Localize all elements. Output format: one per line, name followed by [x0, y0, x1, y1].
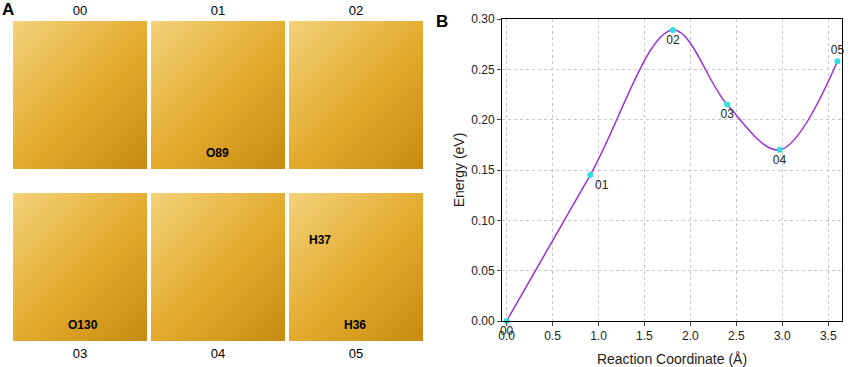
- svg-text:Reaction Coordinate (Å): Reaction Coordinate (Å): [597, 351, 747, 367]
- svg-text:0.15: 0.15: [471, 163, 495, 177]
- html-text:H37: H37: [309, 233, 331, 247]
- html-text:00: 00: [72, 3, 88, 18]
- html-text:H36: H36: [344, 318, 366, 332]
- svg-text:2.0: 2.0: [682, 329, 699, 343]
- svg-text:3.5: 3.5: [820, 329, 837, 343]
- html-text:A: A: [2, 0, 15, 19]
- html-text:O130: O130: [68, 318, 98, 332]
- svg-text:02: 02: [666, 33, 680, 47]
- svg-text:0.0: 0.0: [498, 329, 515, 343]
- svg-text:0.00: 0.00: [471, 314, 495, 328]
- svg-text:1.5: 1.5: [636, 329, 653, 343]
- html-text:03: 03: [72, 346, 88, 361]
- html-text:01: 01: [210, 3, 226, 18]
- svg-text:01: 01: [595, 178, 609, 192]
- html-text:O89: O89: [206, 146, 229, 160]
- svg-text:3.0: 3.0: [774, 329, 791, 343]
- svg-text:0.5: 0.5: [544, 329, 561, 343]
- svg-text:1.0: 1.0: [590, 329, 607, 343]
- html-text:05: 05: [348, 346, 364, 361]
- svg-text:05: 05: [831, 43, 845, 57]
- svg-text:04: 04: [773, 153, 787, 167]
- svg-text:03: 03: [720, 107, 734, 121]
- html-text:02: 02: [348, 3, 364, 18]
- svg-text:0.05: 0.05: [471, 264, 495, 278]
- html-text:04: 04: [210, 346, 226, 361]
- svg-text:2.5: 2.5: [728, 329, 745, 343]
- svg-text:0.25: 0.25: [471, 63, 495, 77]
- svg-text:0.10: 0.10: [471, 214, 495, 228]
- svg-text:0.20: 0.20: [471, 113, 495, 127]
- svg-text:00: 00: [500, 324, 514, 338]
- svg-text:B: B: [436, 12, 448, 31]
- svg-text:Energy (eV): Energy (eV): [451, 133, 467, 208]
- svg-text:0.30: 0.30: [471, 12, 495, 26]
